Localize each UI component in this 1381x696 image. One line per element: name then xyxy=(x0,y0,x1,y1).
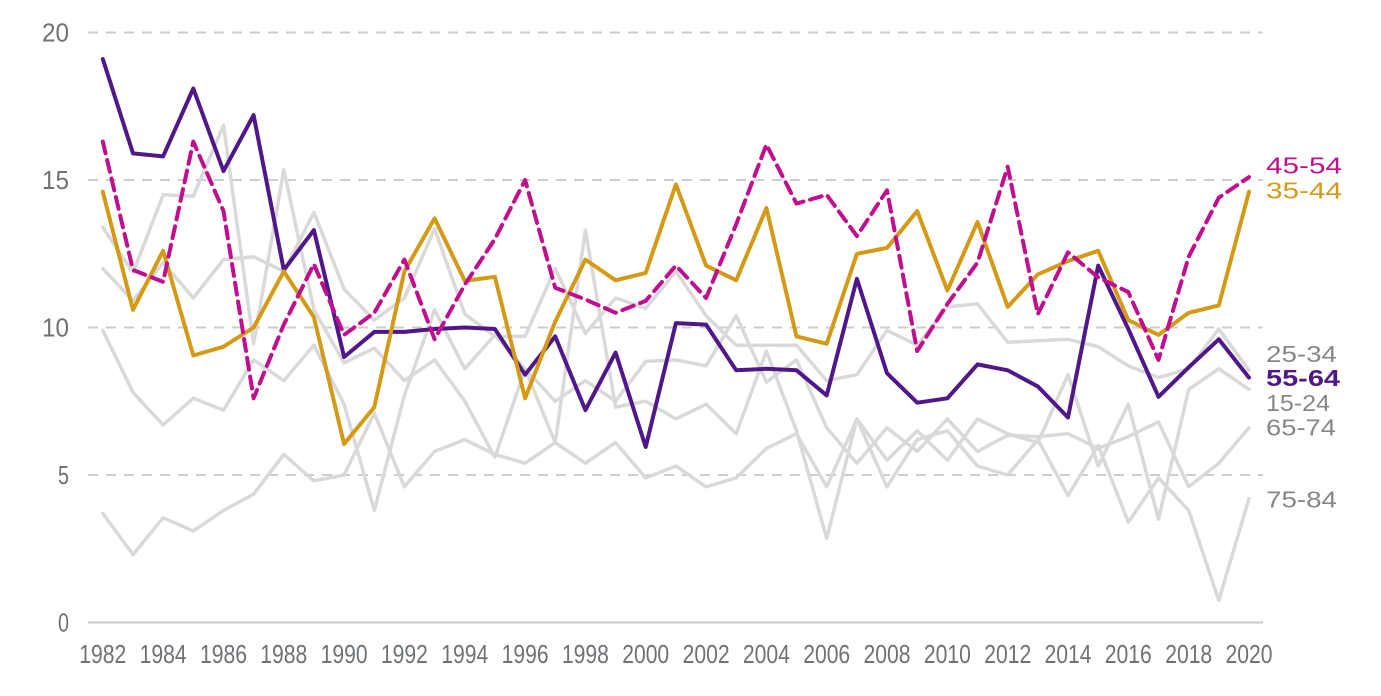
svg-text:2016: 2016 xyxy=(1105,639,1152,669)
svg-text:5: 5 xyxy=(58,460,69,490)
svg-text:1984: 1984 xyxy=(140,639,187,669)
svg-text:2006: 2006 xyxy=(803,639,850,669)
svg-text:2014: 2014 xyxy=(1045,639,1092,669)
svg-text:20: 20 xyxy=(42,18,69,48)
svg-text:10: 10 xyxy=(42,313,69,343)
svg-text:2010: 2010 xyxy=(924,639,971,669)
svg-text:2004: 2004 xyxy=(743,639,790,669)
svg-text:1996: 1996 xyxy=(502,639,549,669)
svg-text:2008: 2008 xyxy=(864,639,911,669)
svg-text:75-84: 75-84 xyxy=(1266,487,1337,513)
svg-text:2012: 2012 xyxy=(984,639,1031,669)
svg-text:1998: 1998 xyxy=(562,639,609,669)
svg-text:1986: 1986 xyxy=(200,639,247,669)
svg-text:45-54: 45-54 xyxy=(1266,153,1342,179)
svg-text:15: 15 xyxy=(42,165,69,195)
svg-text:55-64: 55-64 xyxy=(1266,365,1340,391)
svg-text:1990: 1990 xyxy=(321,639,368,669)
svg-text:2020: 2020 xyxy=(1226,639,1273,669)
svg-text:2018: 2018 xyxy=(1165,639,1212,669)
svg-text:0: 0 xyxy=(58,608,69,638)
svg-text:1992: 1992 xyxy=(381,639,428,669)
svg-text:1982: 1982 xyxy=(79,639,126,669)
svg-text:35-44: 35-44 xyxy=(1266,178,1342,204)
svg-text:1988: 1988 xyxy=(260,639,307,669)
svg-text:65-74: 65-74 xyxy=(1266,414,1336,440)
svg-text:2002: 2002 xyxy=(683,639,730,669)
svg-text:15-24: 15-24 xyxy=(1266,390,1330,416)
svg-text:2000: 2000 xyxy=(622,639,669,669)
svg-text:25-34: 25-34 xyxy=(1266,341,1337,367)
svg-text:1994: 1994 xyxy=(441,639,488,669)
